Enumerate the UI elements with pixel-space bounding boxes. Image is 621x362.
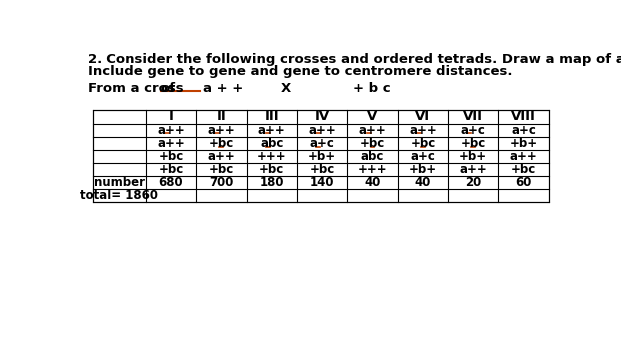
Text: +bc: +bc xyxy=(158,163,184,176)
Text: +bc: +bc xyxy=(360,137,385,150)
Text: 40: 40 xyxy=(415,176,431,189)
Text: abc: abc xyxy=(361,150,384,163)
Text: VIII: VIII xyxy=(511,110,536,123)
Text: a++: a++ xyxy=(258,123,286,136)
Text: 60: 60 xyxy=(515,176,532,189)
Text: a++: a++ xyxy=(308,123,336,136)
Text: + b c: + b c xyxy=(353,82,391,95)
Text: a++: a++ xyxy=(460,163,487,176)
Text: 20: 20 xyxy=(465,176,481,189)
Bar xyxy=(93,110,549,202)
Text: number: number xyxy=(94,176,145,189)
Text: +bc: +bc xyxy=(158,150,184,163)
Text: X: X xyxy=(281,82,291,95)
Text: +bc: +bc xyxy=(259,163,284,176)
Text: a++: a++ xyxy=(409,123,437,136)
Text: total= 1860: total= 1860 xyxy=(81,189,158,202)
Text: II: II xyxy=(217,110,226,123)
Text: III: III xyxy=(265,110,279,123)
Text: a++: a++ xyxy=(157,137,185,150)
Text: a+c: a+c xyxy=(511,123,536,136)
Text: +b+: +b+ xyxy=(510,137,538,150)
Text: +bc: +bc xyxy=(410,137,435,150)
Text: Consider the following crosses and ordered tetrads. Draw a map of all three gene: Consider the following crosses and order… xyxy=(97,53,621,66)
Text: +++: +++ xyxy=(358,163,388,176)
Text: +bc: +bc xyxy=(309,163,335,176)
Text: a++: a++ xyxy=(207,123,235,136)
Text: a++: a++ xyxy=(510,150,538,163)
Text: a+c: a+c xyxy=(461,123,486,136)
Text: +b+: +b+ xyxy=(409,163,437,176)
Text: a+c: a+c xyxy=(310,137,335,150)
Text: I: I xyxy=(168,110,173,123)
Text: 40: 40 xyxy=(365,176,381,189)
Text: +++: +++ xyxy=(257,150,286,163)
Text: a++: a++ xyxy=(359,123,386,136)
Text: +bc: +bc xyxy=(209,163,234,176)
Text: From a cross: From a cross xyxy=(88,82,188,95)
Text: a++: a++ xyxy=(157,123,185,136)
Text: a + +: a + + xyxy=(203,82,243,95)
Text: +bc: +bc xyxy=(209,137,234,150)
Text: Include gene to gene and gene to centromere distances.: Include gene to gene and gene to centrom… xyxy=(88,65,512,78)
Text: 700: 700 xyxy=(209,176,233,189)
Text: a++: a++ xyxy=(207,150,235,163)
Text: 2.: 2. xyxy=(88,53,102,66)
Text: +bc: +bc xyxy=(511,163,537,176)
Text: 140: 140 xyxy=(310,176,334,189)
Text: 180: 180 xyxy=(260,176,284,189)
Text: abc: abc xyxy=(260,137,283,150)
Text: VII: VII xyxy=(463,110,483,123)
Text: a+c: a+c xyxy=(410,150,435,163)
Text: +b+: +b+ xyxy=(308,150,336,163)
Text: of: of xyxy=(161,82,176,95)
Text: +b+: +b+ xyxy=(459,150,487,163)
Text: IV: IV xyxy=(315,110,330,123)
Text: VI: VI xyxy=(415,110,430,123)
Text: V: V xyxy=(368,110,378,123)
Text: +bc: +bc xyxy=(461,137,486,150)
Text: 680: 680 xyxy=(159,176,183,189)
